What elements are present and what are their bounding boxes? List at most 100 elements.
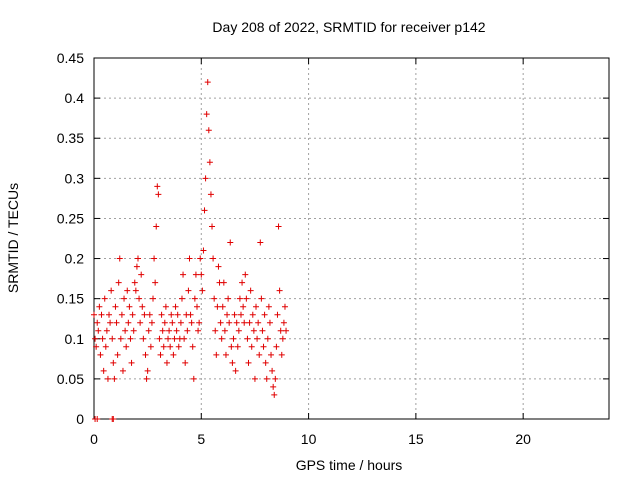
data-point <box>229 359 236 366</box>
data-point <box>273 343 280 350</box>
data-point <box>243 295 250 302</box>
data-point <box>127 335 134 342</box>
data-point <box>277 327 284 334</box>
data-point <box>151 255 158 262</box>
data-point <box>269 367 276 374</box>
data-point <box>244 335 251 342</box>
data-point <box>220 279 227 286</box>
data-point <box>110 416 117 422</box>
data-point <box>119 367 126 374</box>
data-point <box>214 303 221 310</box>
data-point <box>122 327 129 334</box>
data-point <box>96 303 103 310</box>
data-point <box>224 311 231 318</box>
data-point <box>128 359 135 366</box>
data-point <box>126 303 133 310</box>
data-point <box>281 303 288 310</box>
data-point <box>256 351 263 358</box>
x-tick-label: 10 <box>301 431 317 447</box>
data-point <box>226 319 233 326</box>
data-point <box>157 351 164 358</box>
data-point <box>118 311 125 318</box>
data-point <box>218 335 225 342</box>
data-point <box>260 343 267 350</box>
data-point <box>253 303 260 310</box>
data-point <box>215 263 222 270</box>
data-point <box>158 311 165 318</box>
data-point <box>145 327 152 334</box>
data-point <box>172 303 179 310</box>
data-point <box>173 327 180 334</box>
y-tick-label: 0.25 <box>57 210 84 226</box>
y-tick-label: 0.1 <box>65 331 85 347</box>
y-tick-label: 0.05 <box>57 371 84 387</box>
data-point <box>203 111 210 118</box>
data-point <box>95 327 102 334</box>
data-point <box>113 319 120 326</box>
data-point <box>242 271 249 278</box>
data-point <box>103 327 110 334</box>
data-point <box>240 303 247 310</box>
data-point <box>212 327 219 334</box>
data-point <box>161 319 168 326</box>
plot-area-border <box>93 57 610 420</box>
data-point <box>185 287 192 294</box>
data-point <box>167 343 174 350</box>
data-point <box>219 303 226 310</box>
data-point <box>188 319 195 326</box>
y-tick-label: 0.45 <box>57 50 84 66</box>
data-point <box>166 327 173 334</box>
chart-title: Day 208 of 2022, SRMTID for receiver p14… <box>212 19 485 35</box>
data-point <box>204 79 211 86</box>
data-point <box>247 287 254 294</box>
y-tick-label: 0.4 <box>65 90 85 106</box>
data-point <box>249 311 256 318</box>
data-point <box>206 159 213 166</box>
data-point <box>131 279 138 286</box>
data-point <box>264 335 271 342</box>
data-point <box>168 311 175 318</box>
data-point <box>154 183 161 190</box>
data-point <box>274 311 281 318</box>
data-point <box>136 295 143 302</box>
data-point <box>92 335 99 342</box>
data-point <box>99 335 106 342</box>
data-point <box>275 223 282 230</box>
data-point <box>263 375 270 382</box>
data-point <box>245 359 252 366</box>
data-point <box>250 327 257 334</box>
data-point <box>213 351 220 358</box>
data-point <box>207 191 214 198</box>
y-tick-label: 0.35 <box>57 130 84 146</box>
data-point <box>162 303 169 310</box>
data-point <box>174 311 181 318</box>
data-point <box>230 335 237 342</box>
data-point <box>262 359 269 366</box>
y-axis-label: SRMTID / TECUs <box>5 183 21 293</box>
data-point <box>187 311 194 318</box>
data-point <box>138 271 145 278</box>
data-point <box>182 359 189 366</box>
data-point <box>143 375 150 382</box>
data-point <box>257 239 264 246</box>
data-point <box>98 311 105 318</box>
data-point <box>268 351 275 358</box>
data-point <box>169 319 176 326</box>
data-point <box>163 359 170 366</box>
data-point <box>202 175 209 182</box>
data-point <box>156 335 163 342</box>
data-point <box>234 343 241 350</box>
data-point <box>196 319 203 326</box>
data-point <box>255 319 262 326</box>
data-point <box>233 319 240 326</box>
data-point <box>106 311 113 318</box>
data-point <box>112 303 119 310</box>
data-point <box>235 327 242 334</box>
data-point <box>137 319 144 326</box>
data-point <box>148 319 155 326</box>
data-point <box>178 295 185 302</box>
data-point <box>94 319 101 326</box>
data-point <box>279 335 286 342</box>
data-point <box>261 311 268 318</box>
